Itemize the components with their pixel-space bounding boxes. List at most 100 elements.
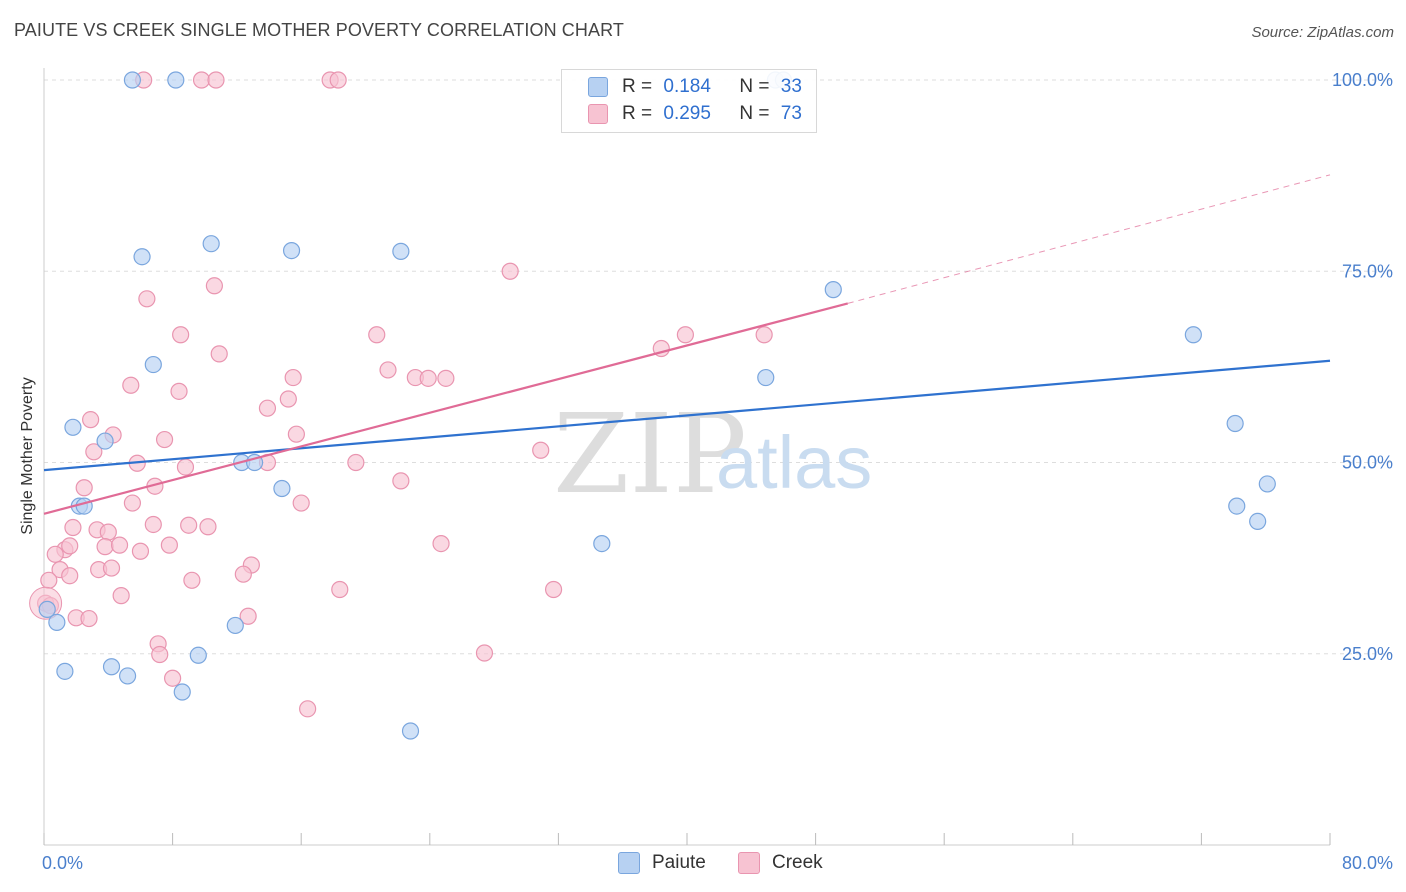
source-credit: Source: ZipAtlas.com: [1251, 24, 1394, 41]
legend-n-value: 73: [780, 103, 802, 124]
axis-layer: [43, 68, 1331, 846]
paiute-point: [48, 613, 66, 631]
creek-point: [82, 411, 100, 429]
creek-point: [64, 518, 82, 537]
watermark-zip: ZIP: [553, 390, 747, 518]
paiute-point: [202, 235, 220, 253]
creek-legend-swatch: [738, 852, 760, 874]
paiute-legend-label: Paiute: [652, 852, 706, 873]
creek-point: [287, 425, 305, 443]
legend-row-creek: R = 0.295 N = 73: [588, 102, 802, 126]
creek-point: [155, 430, 174, 449]
creek-point: [80, 609, 98, 628]
creek-trend-extension: [847, 174, 1331, 304]
paiute-point: [189, 646, 207, 664]
creek-point: [207, 71, 225, 89]
creek-point: [112, 587, 130, 605]
paiute-point: [824, 281, 842, 299]
creek-point: [99, 523, 117, 541]
creek-point: [172, 326, 190, 344]
creek-point: [347, 453, 365, 472]
x-tick-label-min: 0.0%: [42, 853, 83, 873]
creek-point: [46, 545, 64, 563]
correlation-legend: R = 0.184 N = 33 R = 0.295 N = 73: [561, 69, 817, 133]
y-tick-label: 100.0%: [1332, 70, 1393, 90]
legend-n-label: N =: [739, 76, 770, 97]
creek-points: [29, 71, 773, 718]
paiute-point: [1228, 497, 1246, 515]
paiute-point: [757, 368, 775, 387]
creek-point: [532, 441, 550, 459]
paiute-point: [133, 248, 151, 266]
creek-point: [40, 571, 58, 589]
creek-point: [299, 700, 317, 718]
legend-r-value: 0.295: [663, 103, 711, 124]
paiute-point: [167, 71, 185, 89]
creek-point: [475, 644, 494, 662]
paiute-point: [1258, 475, 1276, 493]
legend-row-paiute: R = 0.184 N = 33: [588, 75, 802, 99]
creek-point: [432, 534, 450, 553]
creek-legend-label: Creek: [772, 852, 823, 873]
trend-lines: [43, 174, 1331, 515]
x-tick-label-max: 80.0%: [1342, 853, 1393, 873]
legend-r-value: 0.184: [663, 76, 711, 97]
watermark: ZIP atlas: [553, 390, 872, 518]
creek-point: [96, 538, 114, 556]
creek-point: [329, 71, 347, 89]
creek-swatch: [588, 104, 608, 124]
creek-point: [85, 443, 103, 461]
creek-point: [379, 361, 397, 379]
paiute-point: [226, 616, 244, 635]
creek-point: [501, 262, 519, 280]
creek-point: [279, 390, 297, 408]
creek-point: [183, 571, 201, 589]
creek-point: [192, 71, 211, 89]
creek-point: [123, 494, 142, 512]
y-tick-label: 25.0%: [1342, 644, 1393, 664]
legend-r-label: R =: [622, 76, 653, 97]
paiute-point: [282, 241, 301, 260]
creek-point: [210, 345, 228, 363]
creek-point: [144, 515, 162, 534]
creek-point: [755, 326, 773, 344]
creek-point: [392, 472, 410, 490]
paiute-point: [102, 658, 121, 676]
creek-trend-line: [43, 302, 849, 515]
creek-point: [284, 368, 302, 387]
creek-point: [180, 516, 198, 534]
paiute-point: [144, 355, 162, 374]
creek-point: [61, 567, 79, 585]
creek-point: [176, 458, 195, 476]
paiute-point: [593, 534, 611, 553]
paiute-point: [173, 683, 191, 701]
paiute-point: [273, 479, 291, 498]
paiute-point: [56, 662, 74, 680]
y-tick-labels: 25.0% 50.0% 75.0% 100.0%: [1332, 70, 1393, 664]
creek-point: [131, 542, 150, 560]
creek-point: [160, 536, 178, 554]
paiute-point: [96, 432, 114, 450]
y-tick-label: 75.0%: [1342, 261, 1393, 281]
paiute-point: [1226, 414, 1244, 433]
creek-point: [102, 559, 121, 577]
y-axis-label: Single Mother Poverty: [19, 377, 36, 534]
creek-point: [419, 369, 437, 387]
paiute-point: [64, 418, 82, 436]
creek-point: [437, 369, 455, 387]
chart-title: PAIUTE VS CREEK SINGLE MOTHER POVERTY CO…: [14, 20, 624, 40]
creek-point: [199, 518, 217, 536]
creek-point: [164, 669, 182, 687]
creek-point: [331, 580, 349, 599]
bottom-legend-creek: Creek: [738, 852, 823, 874]
creek-point: [544, 580, 563, 599]
creek-point: [110, 536, 129, 554]
paiute-point: [401, 722, 420, 740]
x-tick-labels: 0.0% 80.0%: [42, 853, 1393, 873]
creek-point: [239, 607, 257, 625]
creek-point: [122, 376, 140, 394]
watermark-atlas: atlas: [716, 421, 872, 504]
paiute-trend-line: [43, 359, 1331, 472]
y-tick-label: 50.0%: [1342, 453, 1393, 473]
